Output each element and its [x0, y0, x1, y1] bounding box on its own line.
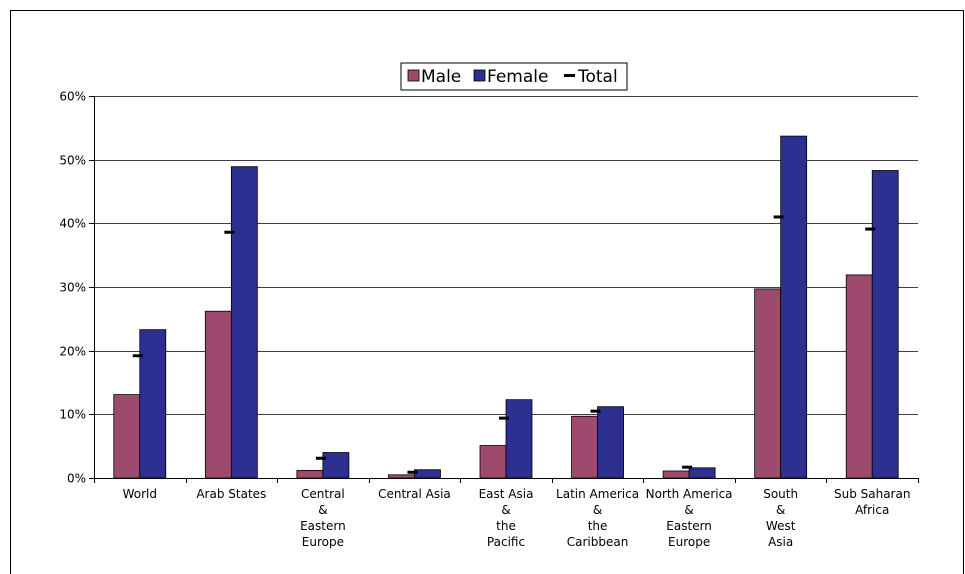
bar-male: [113, 394, 141, 479]
category-label: World: [123, 487, 157, 501]
total-marker: [865, 227, 876, 231]
bar-male: [571, 415, 598, 479]
category-label: Latin America & the Caribbean: [556, 487, 639, 549]
bar-female: [688, 467, 716, 479]
legend-box: [400, 62, 628, 91]
total-marker: [407, 470, 418, 474]
total-marker: [499, 416, 509, 420]
total-marker: [315, 456, 326, 460]
bar-female: [780, 135, 808, 479]
chart-border: [10, 10, 964, 574]
y-tick-label: 30%: [59, 281, 86, 295]
y-tick-label: 50%: [59, 154, 86, 168]
legend-label-female: Female: [487, 67, 548, 87]
bar-female: [597, 406, 624, 479]
category-label: North America & Eastern Europe: [646, 487, 733, 549]
bar-female: [414, 469, 441, 479]
bar-female: [871, 170, 899, 479]
legend-swatch-female: [473, 69, 486, 82]
legend-swatch-total: [564, 74, 575, 77]
bar-male: [388, 474, 415, 479]
bar-male: [479, 445, 507, 479]
bar-female: [230, 166, 258, 479]
bar-male: [204, 310, 232, 479]
bar-male: [845, 274, 873, 479]
legend-label-total: Total: [577, 67, 618, 87]
bars: [113, 135, 899, 479]
category-label: Central Asia: [378, 487, 451, 501]
total-marker: [773, 215, 784, 219]
category-label: Sub Saharan Africa: [834, 487, 910, 517]
category-label: South & West Asia: [763, 487, 798, 549]
bar-female: [322, 452, 350, 479]
bar-female: [139, 329, 167, 479]
category-label: East Asia & the Pacific: [479, 487, 534, 549]
total-marker: [590, 409, 601, 413]
bar-male: [754, 288, 782, 479]
legend-label-male: Male: [421, 67, 461, 87]
total-marker: [132, 354, 143, 358]
bar-male: [296, 469, 324, 479]
category-label: Central & Eastern Europe: [300, 487, 346, 549]
y-tick-label: 0%: [67, 472, 86, 486]
total-marker: [224, 230, 235, 234]
bar-male: [662, 470, 690, 479]
category-label: Arab States: [196, 487, 266, 501]
y-tick-label: 40%: [59, 217, 86, 231]
legend-swatch-male: [407, 69, 420, 82]
legend: Male Female Total: [400, 62, 628, 91]
axes: 0% 10% 20% 30% 40% 50% 60% World Arab States Cent…: [59, 90, 919, 549]
bar-female: [505, 399, 533, 479]
y-tick-label: 60%: [59, 90, 86, 104]
y-tick-label: 20%: [59, 345, 86, 359]
y-tick-label: 10%: [59, 408, 86, 422]
total-marker: [682, 465, 693, 469]
